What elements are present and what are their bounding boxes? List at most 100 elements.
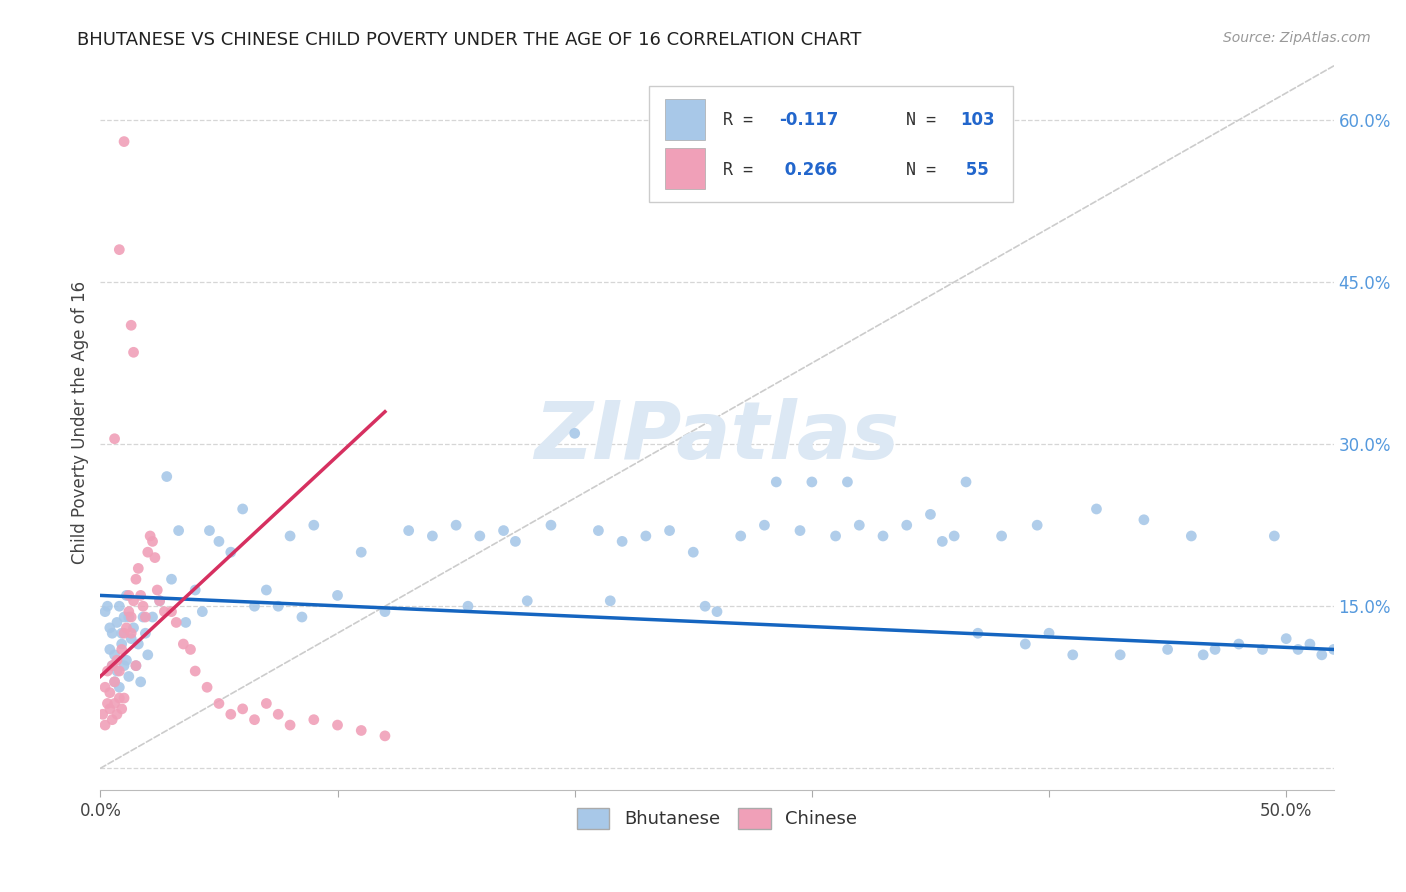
- Point: [955, 475, 977, 489]
- Point: [118, 610, 141, 624]
- Point: [122, 621, 145, 635]
- Point: [160, 605, 183, 619]
- Point: [1299, 637, 1322, 651]
- Point: [94, 605, 117, 619]
- Point: [105, 664, 128, 678]
- Point: [108, 680, 131, 694]
- Point: [143, 550, 166, 565]
- Point: [505, 534, 527, 549]
- Point: [350, 723, 373, 738]
- Point: [132, 599, 155, 614]
- Point: [129, 589, 152, 603]
- Point: [118, 669, 141, 683]
- Text: R =: R =: [723, 111, 763, 128]
- Point: [136, 545, 159, 559]
- Point: [111, 626, 134, 640]
- Point: [136, 648, 159, 662]
- Text: -0.117: -0.117: [779, 111, 838, 128]
- Point: [634, 529, 657, 543]
- Point: [160, 572, 183, 586]
- Point: [243, 599, 266, 614]
- Point: [94, 680, 117, 694]
- Point: [232, 702, 254, 716]
- Point: [101, 658, 124, 673]
- Point: [112, 691, 135, 706]
- Point: [1156, 642, 1178, 657]
- Text: Source: ZipAtlas.com: Source: ZipAtlas.com: [1223, 31, 1371, 45]
- Point: [267, 707, 290, 722]
- Point: [1323, 642, 1346, 657]
- Point: [374, 605, 396, 619]
- Point: [125, 658, 148, 673]
- Point: [118, 589, 141, 603]
- Point: [132, 610, 155, 624]
- Point: [872, 529, 894, 543]
- Point: [112, 610, 135, 624]
- Point: [129, 674, 152, 689]
- Point: [120, 318, 142, 333]
- Point: [115, 621, 138, 635]
- Point: [1062, 648, 1084, 662]
- Point: [350, 545, 373, 559]
- Point: [108, 243, 131, 257]
- Point: [848, 518, 870, 533]
- Point: [267, 599, 290, 614]
- Point: [896, 518, 918, 533]
- Point: [195, 680, 218, 694]
- Point: [1085, 502, 1108, 516]
- Point: [122, 345, 145, 359]
- Point: [115, 653, 138, 667]
- Point: [682, 545, 704, 559]
- Point: [167, 524, 190, 538]
- Point: [101, 626, 124, 640]
- Point: [122, 594, 145, 608]
- Legend: Bhutanese, Chinese: Bhutanese, Chinese: [569, 801, 865, 836]
- Point: [98, 642, 121, 657]
- Point: [153, 605, 176, 619]
- Point: [1204, 642, 1226, 657]
- Point: [243, 713, 266, 727]
- Point: [184, 582, 207, 597]
- Text: BHUTANESE VS CHINESE CHILD POVERTY UNDER THE AGE OF 16 CORRELATION CHART: BHUTANESE VS CHINESE CHILD POVERTY UNDER…: [77, 31, 862, 49]
- Point: [326, 718, 349, 732]
- Point: [444, 518, 467, 533]
- Point: [254, 582, 277, 597]
- Point: [101, 658, 124, 673]
- Point: [254, 697, 277, 711]
- Point: [103, 674, 125, 689]
- Point: [1251, 642, 1274, 657]
- FancyBboxPatch shape: [650, 86, 1012, 202]
- Point: [115, 589, 138, 603]
- Point: [103, 648, 125, 662]
- Point: [108, 691, 131, 706]
- Point: [134, 610, 156, 624]
- Text: ZIPatlas: ZIPatlas: [534, 398, 900, 476]
- Point: [599, 594, 621, 608]
- Point: [1192, 648, 1215, 662]
- Point: [291, 610, 314, 624]
- Point: [800, 475, 823, 489]
- Point: [125, 572, 148, 586]
- Text: R =: R =: [723, 161, 763, 178]
- Point: [765, 475, 787, 489]
- Text: 103: 103: [960, 111, 994, 128]
- Point: [156, 469, 179, 483]
- Point: [172, 637, 194, 651]
- Point: [101, 713, 124, 727]
- Point: [127, 561, 149, 575]
- Point: [540, 518, 562, 533]
- Text: 0.266: 0.266: [779, 161, 837, 178]
- Text: N =: N =: [905, 161, 946, 178]
- FancyBboxPatch shape: [665, 99, 704, 140]
- Point: [588, 524, 610, 538]
- Point: [302, 713, 325, 727]
- Point: [208, 534, 231, 549]
- Point: [179, 642, 201, 657]
- Point: [98, 702, 121, 716]
- Point: [516, 594, 538, 608]
- Point: [1263, 529, 1285, 543]
- Point: [111, 637, 134, 651]
- Text: 55: 55: [960, 161, 988, 178]
- Point: [198, 524, 221, 538]
- Point: [96, 697, 118, 711]
